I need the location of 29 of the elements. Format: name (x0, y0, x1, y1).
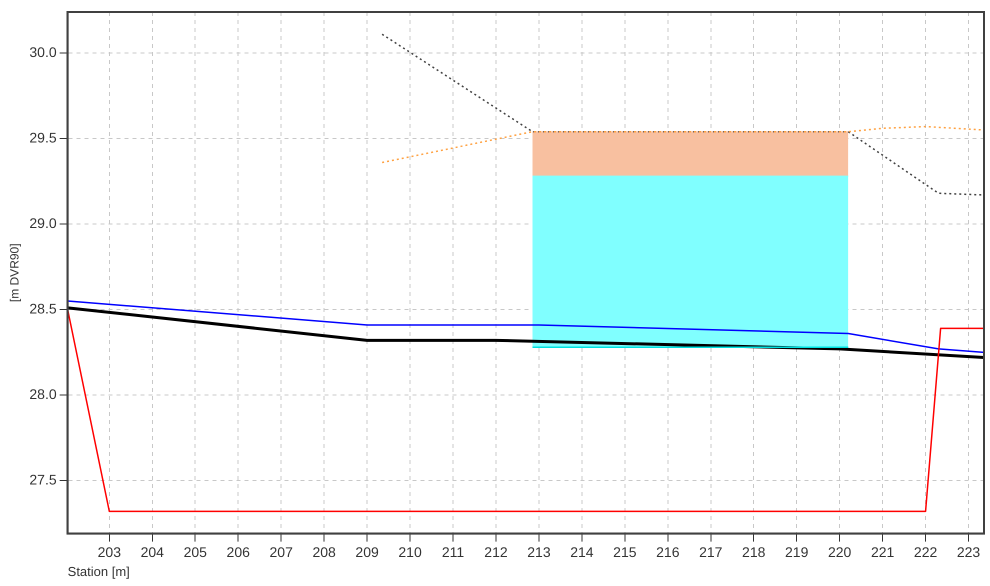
y-tick-label: 29.5 (29, 129, 57, 146)
x-tick-label: 223 (956, 544, 980, 560)
x-tick-label: 219 (785, 544, 809, 560)
y-tick-label: 28.5 (29, 300, 57, 316)
x-tick-label: 216 (656, 544, 680, 560)
x-tick-label: 217 (699, 544, 723, 560)
x-tick-label: 212 (484, 544, 508, 560)
y-tick-label: 28.0 (29, 386, 57, 402)
x-tick-label: 210 (398, 544, 422, 560)
x-tick-label: 218 (742, 544, 766, 560)
x-tick-label: 220 (828, 544, 852, 560)
y-tick-label: 29.0 (29, 214, 57, 231)
x-axis-title: Station [m] (68, 564, 130, 579)
x-tick-label: 214 (570, 544, 594, 560)
x-tick-label: 215 (613, 544, 637, 560)
y-tick-label: 30.0 (29, 44, 57, 60)
x-tick-label: 211 (442, 544, 464, 560)
x-tick-label: 213 (527, 544, 551, 560)
x-tick-label: 203 (98, 544, 122, 560)
x-tick-label: 209 (355, 544, 379, 560)
x-tick-label: 208 (312, 544, 336, 560)
x-tick-label: 207 (269, 544, 294, 560)
y-tick-label: 27.5 (29, 471, 57, 488)
x-tick-label: 206 (226, 544, 250, 560)
x-tick-label: 205 (184, 544, 208, 560)
x-tick-label: 221 (870, 544, 895, 560)
x-tick-label: 222 (914, 544, 938, 560)
y-axis-title: [m DVR90] (8, 243, 22, 302)
x-tick-label: 204 (140, 544, 164, 560)
